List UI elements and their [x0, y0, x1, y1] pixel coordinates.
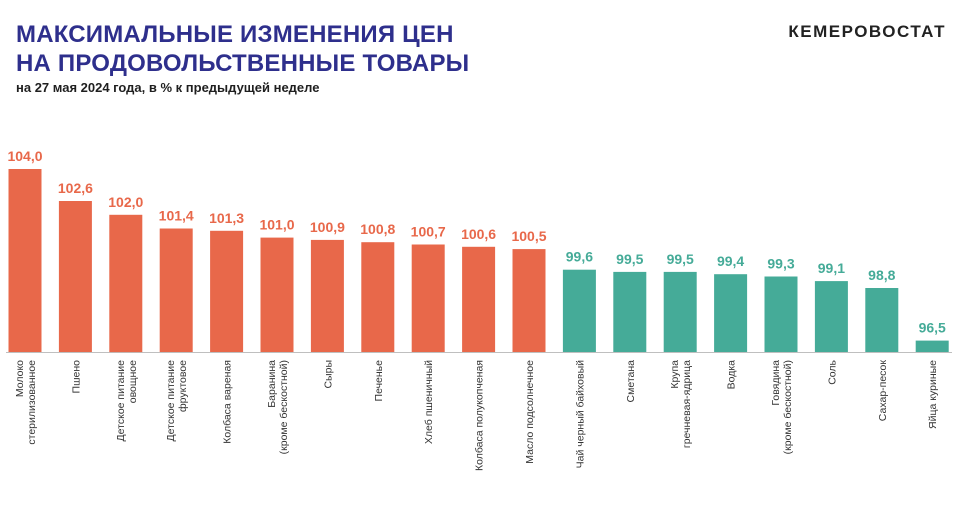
- category-label-line: (кроме бескостной): [278, 360, 290, 454]
- bar: [915, 340, 949, 352]
- category-label: Чай черный байховый: [574, 360, 586, 468]
- brand-logo-text: КЕМЕРОВОСТАТ: [788, 22, 946, 41]
- data-label: 104,0: [7, 148, 42, 164]
- bar: [663, 271, 697, 352]
- category-label: Детское питаниефруктовое: [165, 360, 189, 442]
- category-label-line: гречневая-ядрица: [681, 360, 693, 448]
- category-label: Детское питаниеовощное: [115, 360, 139, 442]
- category-label-line: Говядина: [770, 360, 782, 406]
- category-label-line: Масло подсолнечное: [524, 360, 536, 464]
- bar: [865, 288, 899, 352]
- bar: [411, 244, 445, 352]
- category-label: Пшено: [70, 360, 82, 394]
- bar: [462, 246, 496, 352]
- bar: [260, 237, 294, 352]
- data-label: 101,0: [259, 217, 294, 233]
- category-label-line: Чай черный байховый: [574, 360, 586, 468]
- data-label: 99,5: [616, 251, 643, 267]
- chart-title-line-1: МАКСИМАЛЬНЫЕ ИЗМЕНЕНИЯ ЦЕН: [16, 21, 454, 48]
- data-label: 99,4: [717, 253, 744, 269]
- data-label: 100,7: [411, 224, 446, 240]
- bar: [58, 201, 92, 352]
- category-label: Водка: [726, 360, 738, 390]
- chart-title: МАКСИМАЛЬНЫЕ ИЗМЕНЕНИЯ ЦЕН НА ПРОДОВОЛЬС…: [16, 20, 469, 78]
- category-label-line: овощное: [127, 360, 139, 403]
- data-label: 101,4: [159, 208, 194, 224]
- bar: [714, 274, 748, 352]
- category-label: Сыры: [322, 360, 334, 389]
- data-label: 100,6: [461, 226, 496, 242]
- category-label-line: Соль: [826, 359, 838, 384]
- category-label-line: Крупа: [669, 360, 681, 389]
- category-label-line: Сметана: [625, 360, 637, 403]
- category-label-line: Сыры: [322, 360, 334, 389]
- bar: [814, 281, 848, 352]
- bar: [310, 239, 344, 352]
- category-label: Хлеб пшеничный: [423, 360, 435, 444]
- data-label: 102,0: [108, 194, 143, 210]
- category-label-line: Детское питание: [115, 360, 127, 442]
- data-label: 99,3: [767, 256, 794, 272]
- bar: [613, 271, 647, 352]
- category-label-line: фруктовое: [177, 360, 189, 412]
- category-label-line: Печенье: [373, 360, 385, 402]
- category-label-line: Пшено: [70, 360, 82, 394]
- bar: [361, 242, 395, 352]
- data-label: 99,1: [818, 260, 845, 276]
- category-label-line: Детское питание: [165, 360, 177, 442]
- chart-title-line-2: НА ПРОДОВОЛЬСТВЕННЫЕ ТОВАРЫ: [16, 50, 470, 77]
- category-label: Крупагречневая-ядрица: [669, 360, 693, 448]
- data-label: 99,5: [667, 251, 694, 267]
- category-label: Баранина(кроме бескостной): [266, 360, 290, 454]
- data-label: 101,3: [209, 210, 244, 226]
- category-label-line: Молоко: [14, 360, 26, 397]
- category-label-line: Яйца куриные: [927, 360, 939, 429]
- data-label: 99,6: [566, 249, 593, 265]
- bar: [210, 230, 244, 352]
- data-label: 98,8: [868, 267, 895, 283]
- category-label: Печенье: [373, 360, 385, 402]
- category-label-line: Хлеб пшеничный: [423, 360, 435, 444]
- data-label: 96,5: [919, 320, 946, 336]
- bar: [512, 249, 546, 352]
- category-label: Соль: [826, 359, 838, 384]
- category-label: Колбаса вареная: [222, 360, 234, 444]
- category-label-line: (кроме бескостной): [782, 360, 794, 454]
- category-label-line: Колбаса полукопченая: [474, 360, 486, 471]
- chart-subtitle: на 27 мая 2024 года, в % к предыдущей не…: [16, 80, 320, 95]
- bar: [159, 228, 193, 352]
- bar: [8, 169, 42, 352]
- data-label: 100,9: [310, 219, 345, 235]
- bar: [109, 214, 143, 353]
- category-label: Масло подсолнечное: [524, 360, 536, 464]
- category-label: Сахар-песок: [877, 360, 889, 422]
- category-label: Сметана: [625, 360, 637, 403]
- category-label: Молокостерилизованное: [14, 360, 38, 445]
- category-label-line: стерилизованное: [26, 360, 38, 445]
- category-label-line: Баранина: [266, 360, 278, 408]
- category-label: Говядина(кроме бескостной): [770, 360, 794, 454]
- category-label: Яйца куриные: [927, 360, 939, 429]
- data-label: 100,8: [360, 221, 395, 237]
- data-label: 100,5: [511, 228, 546, 244]
- bar: [764, 276, 798, 352]
- category-label-line: Водка: [726, 360, 738, 390]
- category-label-line: Сахар-песок: [877, 360, 889, 422]
- category-label-line: Колбаса вареная: [222, 360, 234, 444]
- data-label: 102,6: [58, 180, 93, 196]
- bar: [562, 269, 596, 352]
- category-label: Колбаса полукопченая: [474, 360, 486, 471]
